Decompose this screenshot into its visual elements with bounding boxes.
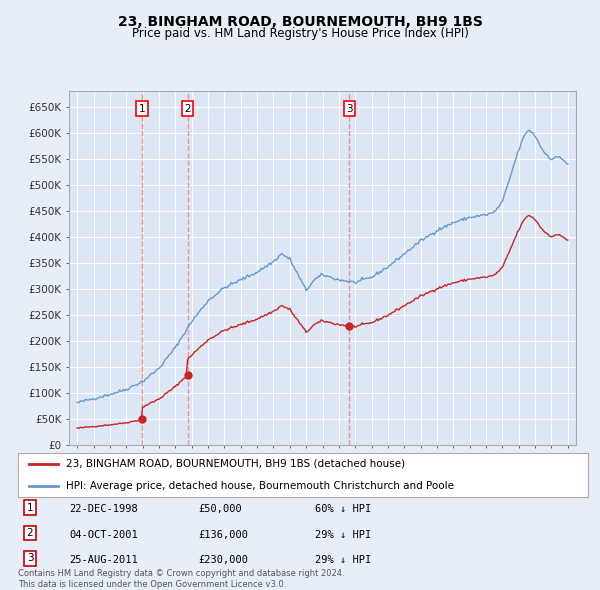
Text: HPI: Average price, detached house, Bournemouth Christchurch and Poole: HPI: Average price, detached house, Bour… — [67, 481, 454, 491]
Text: 25-AUG-2011: 25-AUG-2011 — [69, 555, 138, 565]
Text: £136,000: £136,000 — [198, 530, 248, 540]
Text: 1: 1 — [139, 104, 145, 114]
Text: 23, BINGHAM ROAD, BOURNEMOUTH, BH9 1BS: 23, BINGHAM ROAD, BOURNEMOUTH, BH9 1BS — [118, 15, 482, 29]
Text: 29% ↓ HPI: 29% ↓ HPI — [315, 555, 371, 565]
Text: 2: 2 — [26, 528, 34, 538]
Text: £50,000: £50,000 — [198, 504, 242, 514]
Text: Price paid vs. HM Land Registry's House Price Index (HPI): Price paid vs. HM Land Registry's House … — [131, 27, 469, 40]
Text: 2: 2 — [184, 104, 191, 114]
Text: 1: 1 — [26, 503, 34, 513]
Text: 04-OCT-2001: 04-OCT-2001 — [69, 530, 138, 540]
Text: 3: 3 — [26, 553, 34, 563]
Text: 60% ↓ HPI: 60% ↓ HPI — [315, 504, 371, 514]
Text: Contains HM Land Registry data © Crown copyright and database right 2024.
This d: Contains HM Land Registry data © Crown c… — [18, 569, 344, 589]
Text: 29% ↓ HPI: 29% ↓ HPI — [315, 530, 371, 540]
Text: 3: 3 — [346, 104, 353, 114]
Text: 23, BINGHAM ROAD, BOURNEMOUTH, BH9 1BS (detached house): 23, BINGHAM ROAD, BOURNEMOUTH, BH9 1BS (… — [67, 458, 406, 468]
Text: £230,000: £230,000 — [198, 555, 248, 565]
Text: 22-DEC-1998: 22-DEC-1998 — [69, 504, 138, 514]
